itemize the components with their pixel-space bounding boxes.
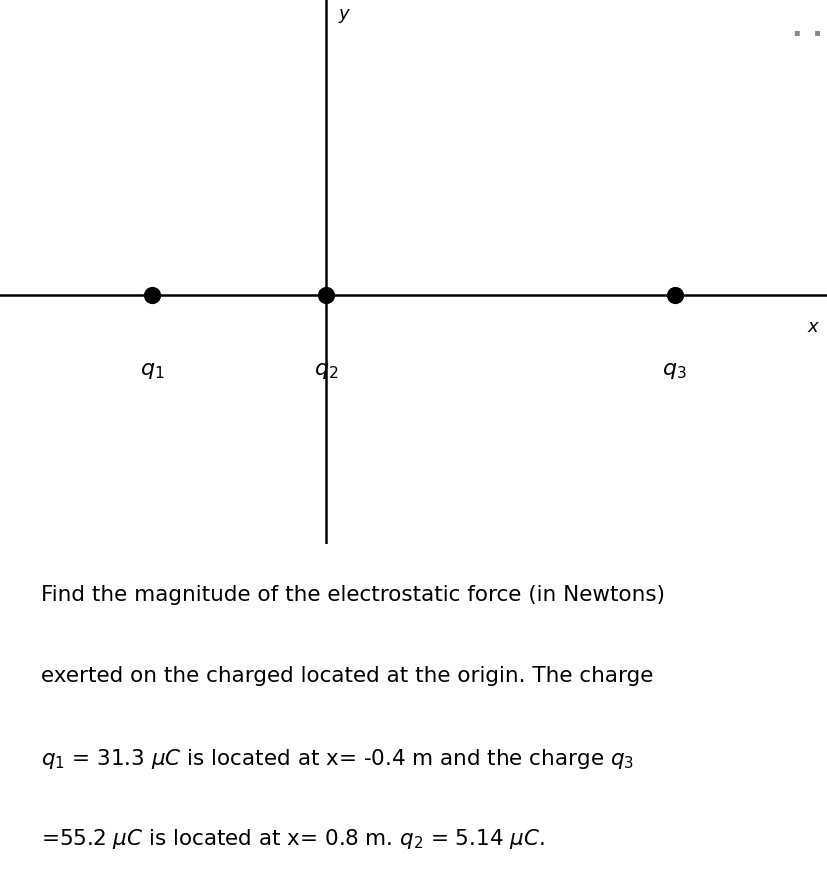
Text: exerted on the charged located at the origin. The charge: exerted on the charged located at the or…	[41, 666, 653, 686]
Text: Find the magnitude of the electrostatic force (in Newtons): Find the magnitude of the electrostatic …	[41, 585, 666, 605]
Point	[146, 289, 159, 303]
Text: $q_2$: $q_2$	[314, 358, 338, 380]
Text: . . .: . . .	[792, 14, 827, 42]
Text: x: x	[808, 318, 818, 335]
Text: y: y	[338, 4, 349, 23]
Text: $q_1$ = 31.3 $\mathit{\mu C}$ is located at x= -0.4 m and the charge $q_3$: $q_1$ = 31.3 $\mathit{\mu C}$ is located…	[41, 746, 634, 770]
Text: =55.2 $\mathit{\mu C}$ is located at x= 0.8 m. $q_2$ = 5.14 $\mathit{\mu C}$.: =55.2 $\mathit{\mu C}$ is located at x= …	[41, 826, 545, 851]
Text: $q_1$: $q_1$	[140, 358, 165, 380]
Point	[668, 289, 681, 303]
Point	[320, 289, 333, 303]
Text: $q_3$: $q_3$	[662, 358, 687, 380]
